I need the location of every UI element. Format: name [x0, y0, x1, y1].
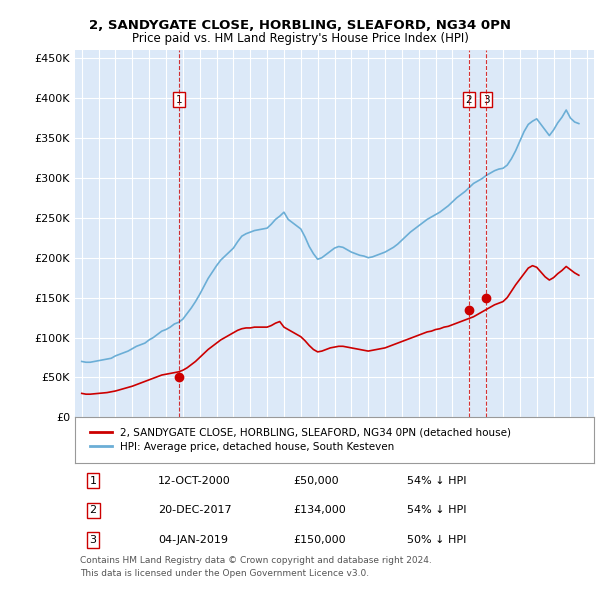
Text: This data is licensed under the Open Government Licence v3.0.: This data is licensed under the Open Gov… [80, 569, 370, 578]
Text: £150,000: £150,000 [293, 535, 346, 545]
Text: £50,000: £50,000 [293, 476, 338, 486]
Text: 3: 3 [89, 535, 97, 545]
Text: 2, SANDYGATE CLOSE, HORBLING, SLEAFORD, NG34 0PN: 2, SANDYGATE CLOSE, HORBLING, SLEAFORD, … [89, 19, 511, 32]
Text: 12-OCT-2000: 12-OCT-2000 [158, 476, 231, 486]
Text: 2: 2 [466, 95, 472, 104]
Legend: 2, SANDYGATE CLOSE, HORBLING, SLEAFORD, NG34 0PN (detached house), HPI: Average : 2, SANDYGATE CLOSE, HORBLING, SLEAFORD, … [85, 424, 515, 456]
Text: 20-DEC-2017: 20-DEC-2017 [158, 506, 232, 516]
Text: 3: 3 [483, 95, 490, 104]
Text: Contains HM Land Registry data © Crown copyright and database right 2024.: Contains HM Land Registry data © Crown c… [80, 556, 432, 565]
Text: 04-JAN-2019: 04-JAN-2019 [158, 535, 228, 545]
Text: Price paid vs. HM Land Registry's House Price Index (HPI): Price paid vs. HM Land Registry's House … [131, 32, 469, 45]
Text: 50% ↓ HPI: 50% ↓ HPI [407, 535, 467, 545]
Text: 2: 2 [89, 506, 97, 516]
Text: 54% ↓ HPI: 54% ↓ HPI [407, 476, 467, 486]
Text: 54% ↓ HPI: 54% ↓ HPI [407, 506, 467, 516]
Text: 1: 1 [89, 476, 97, 486]
Text: 1: 1 [176, 95, 182, 104]
Text: £134,000: £134,000 [293, 506, 346, 516]
